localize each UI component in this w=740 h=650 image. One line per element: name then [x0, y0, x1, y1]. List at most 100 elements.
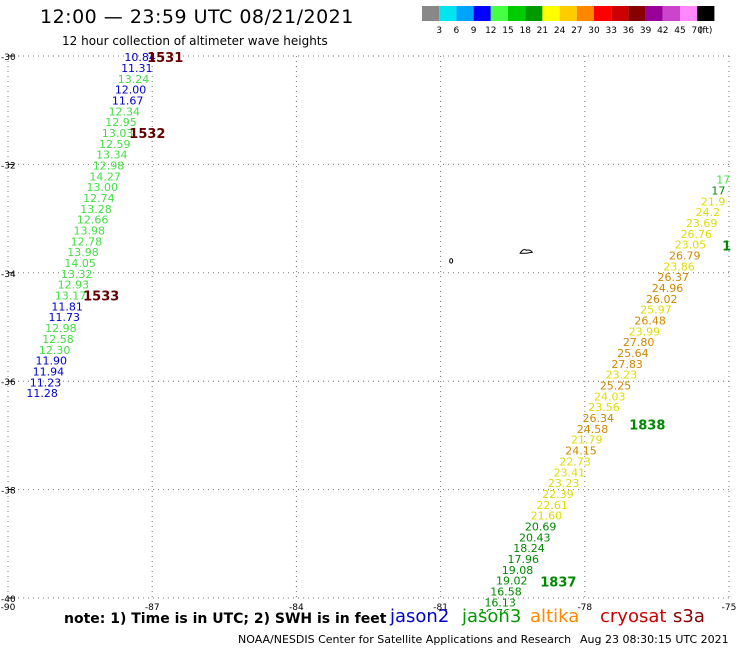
wave-height-value: 25.64	[617, 347, 649, 360]
wave-height-value: 23.69	[686, 217, 718, 230]
colorbar-tick-label: 30	[588, 26, 600, 35]
pass-time-label: 1838	[629, 419, 665, 434]
wave-height-value: 13.03	[102, 127, 134, 140]
wave-height-value: 11.94	[33, 365, 65, 378]
island-outline	[519, 249, 534, 254]
pass-time-label: 1837	[540, 576, 576, 591]
wave-height-value: 13.32	[61, 268, 93, 281]
wave-height-value: 23.99	[629, 325, 661, 338]
lon-tick-label: -87	[145, 603, 160, 612]
pass-time-label: 1532	[129, 127, 165, 142]
colorbar-tick-label: 24	[554, 26, 566, 35]
colorbar-tick-label: 45	[674, 26, 685, 35]
wave-height-value: 19.08	[502, 564, 534, 577]
wave-height-value: 16.58	[490, 585, 522, 598]
wave-height-value: 17	[716, 174, 730, 187]
wave-height-value: 27.83	[611, 358, 643, 371]
wave-height-value: 12.95	[105, 116, 137, 129]
footer-timestamp: Aug 23 08:30:15 UTC 2021	[580, 633, 729, 646]
pass-time-label: 1531	[147, 51, 183, 66]
mission-label-jason3: jason3	[462, 606, 522, 627]
colorbar-tick-label: 18	[519, 26, 531, 35]
wave-height-value: 13.98	[67, 246, 99, 259]
wave-height-value: 24.96	[652, 282, 684, 295]
wave-height-value: 26.34	[583, 412, 615, 425]
colorbar-tick-label: 36	[623, 26, 635, 35]
colorbar-swatch	[490, 6, 508, 21]
wave-height-value: 22.73	[559, 455, 591, 468]
mission-label-jason2: jason2	[390, 606, 450, 627]
wave-height-value: 12.66	[77, 214, 109, 227]
wave-height-value: 23.23	[548, 477, 580, 490]
wave-height-value: 12.59	[99, 138, 131, 151]
wave-height-value: 13.00	[86, 181, 118, 194]
wave-height-value: 23.56	[588, 401, 620, 414]
wave-height-value: 11.67	[112, 94, 144, 107]
wave-height-value: 23.23	[606, 369, 638, 382]
footer-credit: NOAA/NESDIS Center for Satellite Applica…	[238, 633, 572, 646]
wave-height-value: 12.93	[58, 279, 90, 292]
wave-height-value: 26.48	[634, 314, 666, 327]
colorbar-swatch	[473, 6, 491, 21]
wave-height-value: 19.02	[496, 575, 528, 588]
colorbar-swatch	[611, 6, 629, 21]
wave-height-value: 23.41	[554, 466, 586, 479]
wave-height-value: 13.17	[55, 290, 87, 303]
colorbar-swatch	[525, 6, 543, 21]
wave-height-value: 13.28	[80, 203, 112, 216]
wave-height-value: 14.27	[89, 170, 121, 183]
wave-height-value: 26.37	[657, 271, 689, 284]
wave-height-value: 26.02	[646, 293, 678, 306]
wave-height-value: 16.76	[479, 607, 511, 612]
colorbar-tick-label: 15	[502, 26, 513, 35]
colorbar-swatch	[628, 6, 646, 21]
wave-height-value: 12.78	[71, 235, 103, 248]
wave-height-value: 22.61	[536, 499, 568, 512]
colorbar-swatch	[508, 6, 526, 21]
wave-height-value: 13.98	[73, 225, 105, 238]
wave-height-value: 10.84	[124, 51, 156, 64]
colorbar-tick-label: 39	[640, 26, 652, 35]
colorbar-swatch	[422, 6, 440, 21]
colorbar-tick-label: 27	[571, 26, 582, 35]
colorbar-tick-label: 6	[454, 26, 460, 35]
map-subtitle: 12 hour collection of altimeter wave hei…	[62, 34, 328, 48]
colorbar-tick-label: 3	[436, 26, 442, 35]
wave-height-value: 21.79	[571, 434, 603, 447]
wave-height-value: 17.96	[508, 553, 540, 566]
colorbar-tick-label: 12	[485, 26, 496, 35]
colorbar-swatch	[680, 6, 698, 21]
wave-height-value: 25.25	[600, 380, 632, 393]
wave-height-value: 13.34	[96, 149, 128, 162]
colorbar-swatch	[594, 6, 612, 21]
colorbar-swatch	[645, 6, 663, 21]
wave-height-value: 11.73	[48, 311, 80, 324]
colorbar-unit-label: (ft)	[699, 26, 713, 35]
colorbar-swatch	[439, 6, 457, 21]
lat-tick-label: -36	[1, 378, 16, 388]
mission-label-altika: altika	[530, 606, 580, 627]
wave-height-value: 25.97	[640, 304, 672, 317]
wave-height-value: 26.79	[669, 249, 701, 262]
wave-height-value: 11.31	[121, 62, 153, 75]
lon-tick-label: -78	[577, 603, 592, 612]
wave-height-value: 16.13	[484, 596, 516, 609]
wave-height-value: 23.05	[675, 239, 707, 252]
colorbar-tick-label: 21	[537, 26, 548, 35]
colorbar-swatch	[559, 6, 577, 21]
wave-height-value: 11.81	[51, 300, 83, 313]
wave-height-value: 11.23	[30, 376, 62, 389]
island-outline	[449, 258, 454, 264]
wave-height-value: 26.76	[681, 228, 713, 241]
wave-height-value: 27.80	[623, 336, 655, 349]
wave-height-value: 24.03	[594, 390, 626, 403]
colorbar-tick-label: 70	[691, 26, 703, 35]
map-title: 12:00 — 23:59 UTC 08/21/2021	[40, 6, 354, 28]
mission-label-cryosat: cryosat	[600, 606, 667, 627]
wave-height-value: 20.69	[525, 520, 557, 533]
colorbar-tick-label: 33	[605, 26, 616, 35]
wave-height-value: 13.24	[118, 73, 150, 86]
lon-tick-label: -90	[1, 603, 16, 612]
colorbar-tick-label: 42	[657, 26, 668, 35]
wave-height-value: 21.9	[701, 195, 726, 208]
